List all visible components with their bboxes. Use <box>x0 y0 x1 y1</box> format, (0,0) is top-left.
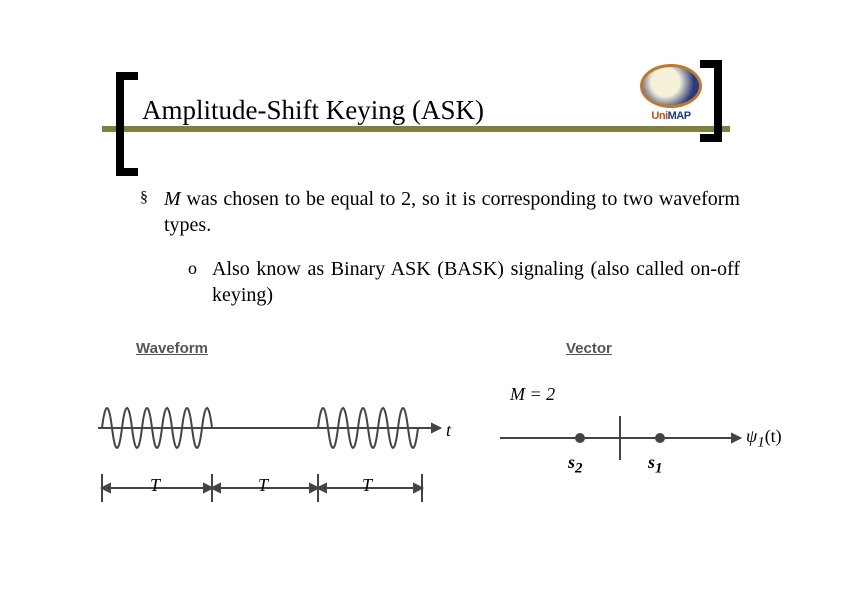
logo-icon <box>640 64 702 108</box>
t-period-3: T <box>362 475 372 496</box>
logo-map: MAP <box>668 110 691 122</box>
bullet-item: § M was chosen to be equal to 2, so it i… <box>140 186 740 238</box>
m-equals-2: M = 2 <box>510 384 555 405</box>
bullet-marker: § <box>140 186 164 210</box>
logo: UniMAP <box>638 64 704 120</box>
t-period-1: T <box>150 475 160 496</box>
t-period-2: T <box>258 475 268 496</box>
accent-bar <box>102 126 730 132</box>
page-title: Amplitude-Shift Keying (ASK) <box>142 95 484 126</box>
waveform-label: Waveform <box>136 340 208 357</box>
s2-label: s2 <box>568 452 583 478</box>
sub-bullet-marker: o <box>188 256 212 280</box>
diagram: Waveform Vector <box>90 340 770 520</box>
waveform-plot <box>90 368 460 518</box>
psi-label: ψ1(t) <box>746 426 782 452</box>
content: § M was chosen to be equal to 2, so it i… <box>140 186 740 308</box>
t-axis-label: t <box>446 420 451 441</box>
title-bracket-left <box>116 72 138 176</box>
bullet-text: M was chosen to be equal to 2, so it is … <box>164 186 740 238</box>
sub-bullet-text: Also know as Binary ASK (BASK) signaling… <box>212 256 740 308</box>
bullet-var-m: M <box>164 188 181 210</box>
bullet-rest: was chosen to be equal to 2, so it is co… <box>164 188 740 236</box>
logo-text: UniMAP <box>638 110 704 122</box>
vector-label: Vector <box>566 340 612 357</box>
header: Amplitude-Shift Keying (ASK) UniMAP <box>0 0 842 160</box>
logo-uni: Uni <box>651 110 667 122</box>
s1-label: s1 <box>648 452 663 478</box>
sub-bullet-item: o Also know as Binary ASK (BASK) signali… <box>188 256 740 308</box>
